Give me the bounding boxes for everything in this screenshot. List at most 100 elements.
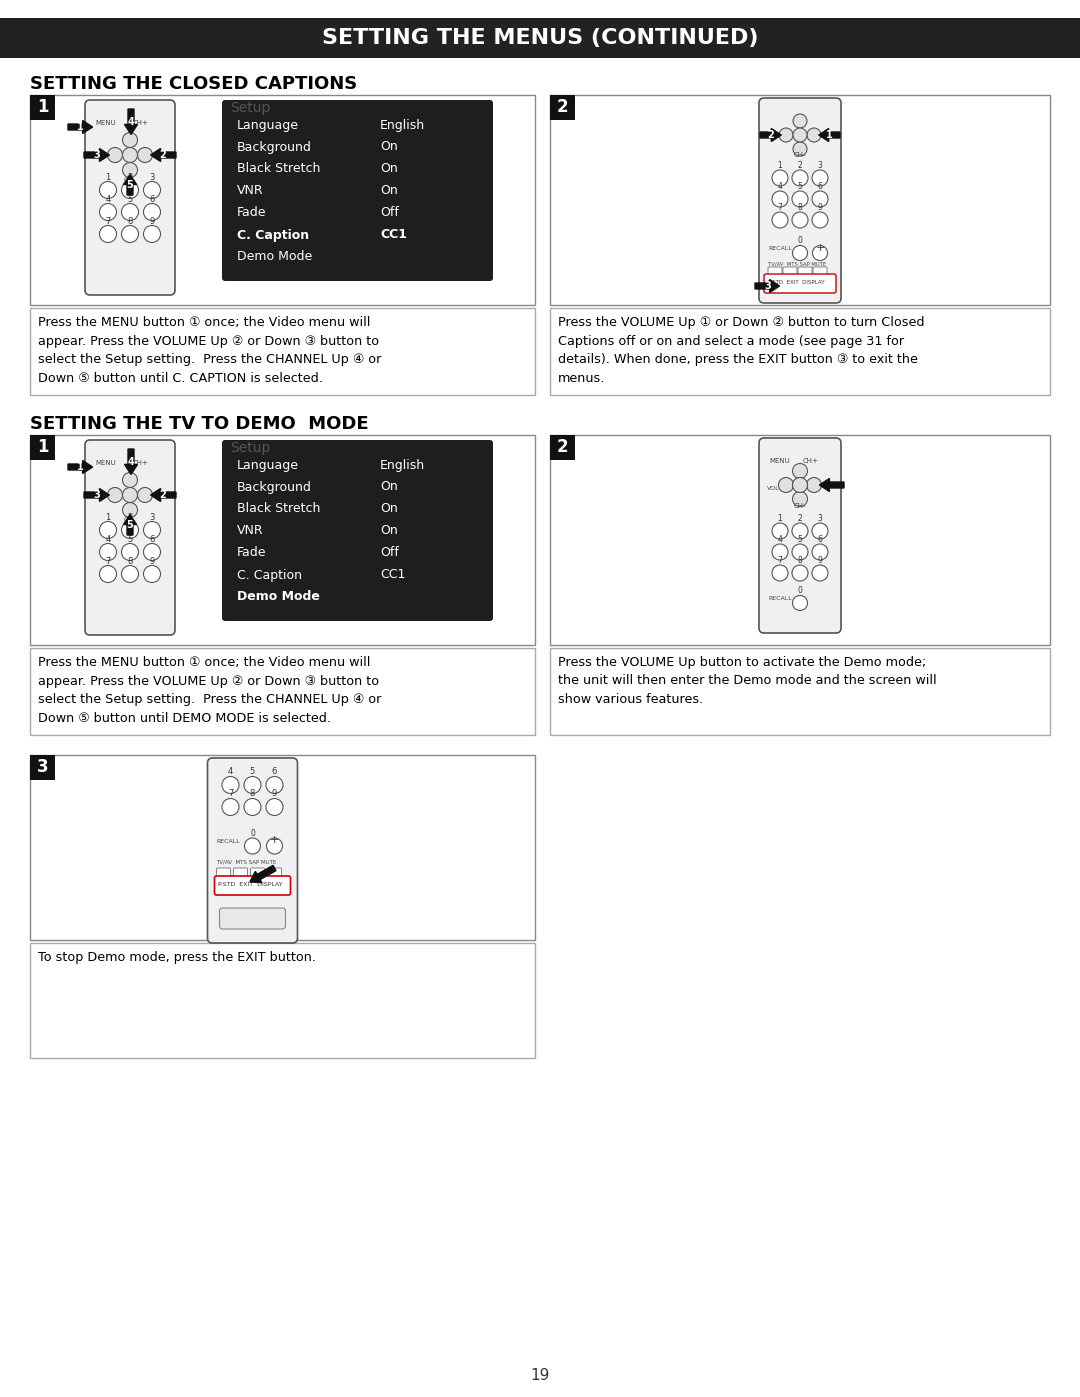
Text: 2: 2 — [768, 130, 774, 140]
Text: 8: 8 — [127, 556, 133, 566]
Text: C. Caption: C. Caption — [237, 569, 302, 581]
Circle shape — [793, 129, 807, 142]
Text: 1: 1 — [37, 439, 49, 457]
Bar — [550, 95, 1050, 305]
Text: P.STD  EXIT  DISPLAY: P.STD EXIT DISPLAY — [768, 279, 824, 285]
FancyArrow shape — [123, 514, 136, 535]
Text: 5: 5 — [126, 520, 133, 529]
Text: Off: Off — [380, 207, 399, 219]
Circle shape — [144, 566, 161, 583]
Text: 6: 6 — [149, 194, 154, 204]
FancyBboxPatch shape — [764, 274, 836, 293]
Circle shape — [772, 212, 788, 228]
Text: English: English — [380, 458, 426, 472]
Text: 2: 2 — [556, 99, 568, 116]
Text: RECALL: RECALL — [768, 597, 792, 601]
Circle shape — [812, 170, 828, 186]
Text: 4: 4 — [228, 767, 233, 777]
Text: 6: 6 — [818, 535, 823, 543]
Circle shape — [222, 799, 239, 816]
Text: 3: 3 — [94, 149, 100, 161]
Text: 9: 9 — [149, 217, 154, 225]
Text: 7: 7 — [778, 203, 782, 212]
Circle shape — [793, 478, 808, 493]
FancyBboxPatch shape — [268, 868, 282, 877]
Text: On: On — [380, 184, 397, 197]
Text: CH-: CH- — [794, 503, 807, 509]
Text: 3: 3 — [765, 281, 771, 291]
Text: 1: 1 — [78, 122, 84, 131]
FancyArrow shape — [150, 148, 176, 162]
Circle shape — [792, 191, 808, 207]
Text: Black Stretch: Black Stretch — [237, 162, 321, 176]
Circle shape — [108, 148, 122, 162]
Text: CH-: CH- — [124, 517, 136, 522]
Text: SETTING THE CLOSED CAPTIONS: SETTING THE CLOSED CAPTIONS — [30, 75, 357, 94]
Bar — [30, 95, 55, 120]
FancyBboxPatch shape — [759, 98, 841, 303]
Text: 2: 2 — [127, 172, 133, 182]
Bar — [30, 434, 535, 645]
Circle shape — [137, 488, 152, 503]
FancyBboxPatch shape — [219, 908, 285, 929]
Text: Off: Off — [380, 546, 399, 560]
Bar — [30, 943, 535, 1058]
Text: On: On — [380, 481, 397, 493]
Text: On: On — [380, 524, 397, 538]
Circle shape — [807, 478, 822, 493]
Bar — [30, 754, 535, 940]
Text: CH+: CH+ — [133, 120, 149, 126]
Text: 9: 9 — [818, 203, 823, 212]
Text: 3: 3 — [94, 490, 100, 500]
Bar — [550, 95, 575, 120]
Circle shape — [792, 564, 808, 581]
FancyBboxPatch shape — [768, 267, 782, 277]
Bar — [550, 434, 575, 460]
Text: 8: 8 — [249, 789, 255, 799]
FancyBboxPatch shape — [222, 101, 492, 281]
FancyBboxPatch shape — [251, 868, 265, 877]
Circle shape — [812, 212, 828, 228]
Circle shape — [812, 543, 828, 560]
Text: 5: 5 — [127, 194, 133, 204]
Text: Setup: Setup — [230, 441, 270, 455]
Text: 19: 19 — [530, 1368, 550, 1383]
Circle shape — [267, 838, 283, 854]
Text: 8: 8 — [798, 203, 802, 212]
Text: Demo Mode: Demo Mode — [237, 591, 320, 604]
Text: 7: 7 — [106, 556, 110, 566]
Circle shape — [793, 464, 808, 479]
Text: CH+: CH+ — [804, 458, 819, 464]
Circle shape — [122, 488, 137, 503]
Circle shape — [772, 170, 788, 186]
Text: SETTING THE TV TO DEMO  MODE: SETTING THE TV TO DEMO MODE — [30, 415, 368, 433]
Text: On: On — [380, 141, 397, 154]
Text: On: On — [380, 162, 397, 176]
Text: English: English — [380, 119, 426, 131]
FancyArrow shape — [249, 865, 276, 883]
Text: 4: 4 — [106, 535, 110, 543]
Circle shape — [244, 777, 261, 793]
Circle shape — [792, 522, 808, 539]
Text: +: + — [815, 243, 825, 253]
Circle shape — [792, 543, 808, 560]
Text: VNR: VNR — [237, 184, 264, 197]
Text: 1: 1 — [778, 161, 782, 170]
Text: 9: 9 — [149, 556, 154, 566]
Text: On: On — [380, 503, 397, 515]
FancyBboxPatch shape — [813, 267, 827, 277]
Text: +: + — [270, 835, 280, 845]
Bar — [30, 95, 535, 305]
Circle shape — [772, 191, 788, 207]
Circle shape — [122, 148, 137, 162]
Text: 8: 8 — [127, 217, 133, 225]
Circle shape — [121, 225, 138, 243]
Bar — [550, 434, 1050, 645]
Text: 1: 1 — [78, 462, 84, 472]
FancyArrow shape — [68, 120, 93, 134]
Circle shape — [144, 225, 161, 243]
Circle shape — [266, 799, 283, 816]
Text: CH-: CH- — [124, 177, 136, 183]
Circle shape — [266, 777, 283, 793]
Text: Press the VOLUME Up button to activate the Demo mode;
the unit will then enter t: Press the VOLUME Up button to activate t… — [558, 657, 936, 705]
